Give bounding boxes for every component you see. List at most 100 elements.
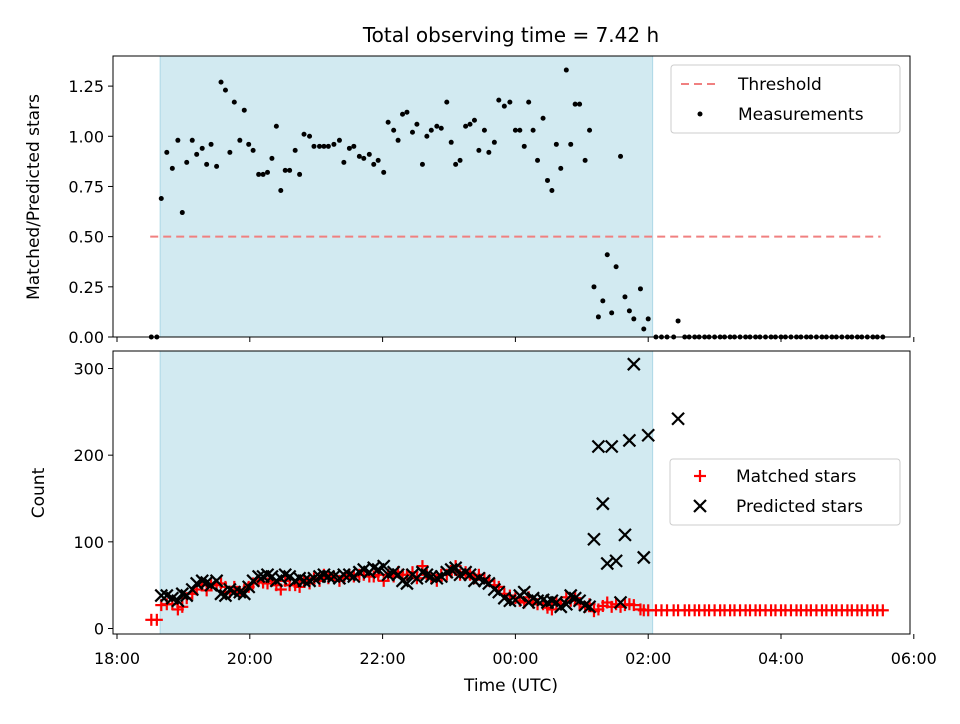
measurement-point — [356, 153, 362, 159]
measurement-point — [199, 145, 205, 151]
legend-matched-label: Matched stars — [736, 467, 856, 487]
predicted-star-marker — [175, 587, 190, 601]
measurement-point — [645, 316, 651, 322]
measurement-point — [265, 169, 271, 175]
predicted-star-marker — [671, 411, 685, 426]
measurement-point — [512, 127, 518, 133]
predicted-star-marker — [613, 595, 628, 610]
measurement-point — [457, 157, 463, 163]
measurement-point — [361, 155, 367, 161]
measurement-point — [194, 151, 200, 157]
predicted-star-marker — [582, 600, 597, 614]
measurement-point — [626, 308, 632, 314]
measurement-point — [419, 161, 425, 167]
measurement-point — [409, 129, 415, 135]
measurement-point — [336, 137, 342, 143]
measurement-point — [214, 163, 220, 169]
legend-predicted-swatch — [693, 499, 707, 513]
measurement-point — [391, 127, 397, 133]
x-tick-label: 00:00 — [492, 649, 538, 668]
measurement-point — [292, 147, 298, 153]
top-y-tick-label: 1.00 — [68, 127, 104, 146]
measurement-point — [558, 165, 564, 171]
predicted-star-marker — [297, 574, 311, 588]
predicted-star-marker — [195, 574, 209, 588]
predicted-star-marker — [420, 567, 434, 582]
measurement-point — [282, 167, 288, 173]
bottom-y-tick-label: 200 — [73, 446, 104, 465]
bottom-legend-box — [669, 458, 901, 526]
predicted-star-marker — [260, 567, 275, 582]
measurement-point — [463, 123, 469, 129]
x-tick-label: 06:00 — [891, 649, 937, 668]
predicted-star-marker — [618, 528, 632, 542]
measurement-point — [341, 159, 347, 165]
measurement-point — [521, 143, 527, 149]
measurement-point — [346, 145, 352, 151]
measurement-point — [218, 79, 224, 85]
predicted-star-marker — [600, 556, 615, 571]
measurement-point — [317, 143, 323, 149]
measurement-point — [549, 187, 555, 193]
x-tick-label: 22:00 — [360, 649, 406, 668]
measurement-point — [540, 115, 546, 121]
x-tick-label: 20:00 — [227, 649, 273, 668]
predicted-star-marker — [587, 532, 601, 547]
measurement-point — [395, 137, 401, 143]
measurement-point — [385, 119, 391, 125]
measurement-point — [164, 149, 170, 155]
measurement-point — [622, 294, 628, 300]
matched-star-marker — [377, 574, 390, 587]
measurement-point — [486, 149, 492, 155]
predicted-star-marker — [559, 597, 574, 612]
predicted-star-marker — [609, 554, 623, 568]
x-axis-label: Time (UTC) — [463, 676, 558, 696]
measurement-point — [434, 123, 440, 129]
measurement-point — [544, 177, 550, 183]
predicted-star-marker — [636, 550, 651, 565]
measurement-point — [204, 161, 210, 167]
predicted-stars-series — [154, 357, 685, 614]
predicted-star-marker — [463, 567, 477, 582]
measurement-point — [453, 161, 459, 167]
predicted-star-marker — [209, 574, 224, 588]
measurement-point — [400, 111, 406, 117]
legend-matched-swatch — [694, 470, 706, 482]
measurement-point — [184, 159, 190, 165]
predicted-star-marker — [503, 593, 517, 608]
x-tick-label: 04:00 — [758, 649, 804, 668]
matched-star-marker — [150, 613, 163, 626]
predicted-star-marker — [154, 588, 169, 603]
predicted-star-marker — [218, 588, 233, 603]
predicted-star-marker — [278, 567, 292, 582]
top-legend-box — [670, 64, 901, 134]
measurement-point — [517, 127, 523, 133]
legend-measurements-swatch — [697, 111, 703, 117]
measurement-point — [600, 298, 606, 304]
measurement-point — [278, 187, 284, 193]
measurement-point — [613, 264, 619, 270]
top-y-tick-label: 0.50 — [68, 228, 104, 247]
predicted-star-marker — [342, 567, 357, 582]
measurement-point — [256, 171, 262, 177]
measurement-point — [237, 137, 243, 143]
top-panel: 0.00 0.25 0.50 0.75 1.00 1.25 Matched/Predict… — [24, 55, 915, 347]
predicted-star-marker — [241, 580, 256, 594]
predicted-star-marker — [400, 576, 414, 591]
predicted-star-marker — [578, 598, 592, 612]
measurement-point — [530, 127, 536, 133]
predicted-star-marker — [596, 496, 610, 511]
measurement-point — [476, 147, 482, 153]
bottom-panel: 0 100 200 300 18:00 20:00 22:00 00:00 02:00 04:0… — [29, 350, 937, 696]
measurement-point — [269, 155, 275, 161]
measurement-point — [471, 117, 477, 123]
measurement-point — [227, 149, 233, 155]
measurement-point — [301, 131, 307, 137]
measurement-point — [496, 97, 502, 103]
measurement-point — [604, 252, 610, 258]
measurement-point — [366, 151, 372, 157]
predicted-star-marker — [321, 569, 336, 584]
chart-title: Total observing time = 7.42 h — [362, 23, 659, 47]
predicted-star-marker — [517, 585, 532, 599]
measurement-point — [179, 210, 185, 216]
